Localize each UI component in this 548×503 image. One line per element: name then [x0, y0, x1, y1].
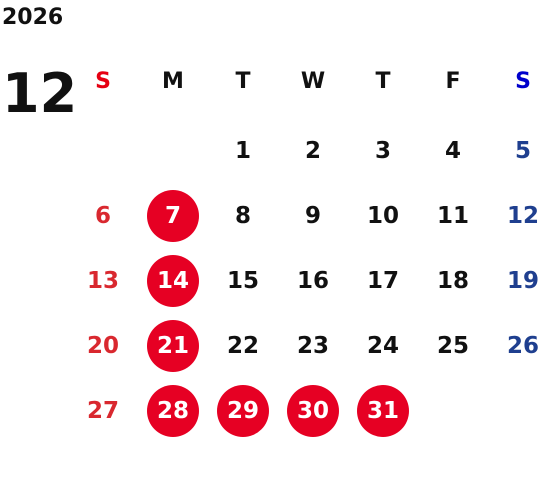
calendar-day[interactable]: 11: [436, 203, 469, 229]
calendar-day[interactable]: 15: [226, 268, 259, 294]
calendar-day[interactable]: 9: [304, 203, 321, 229]
calendar-day[interactable]: 5: [514, 138, 531, 164]
calendar-day[interactable]: 18: [436, 268, 469, 294]
calendar-day[interactable]: 19: [506, 268, 539, 294]
weekday-header-6: S: [515, 69, 531, 94]
calendar-day[interactable]: 17: [366, 268, 399, 294]
highlighted-day[interactable]: 29: [217, 385, 269, 437]
calendar-day[interactable]: 2: [304, 138, 321, 164]
highlighted-day[interactable]: 28: [147, 385, 199, 437]
calendar-day[interactable]: 12: [506, 203, 539, 229]
calendar-day[interactable]: 10: [366, 203, 399, 229]
calendar-day[interactable]: 13: [86, 268, 119, 294]
highlighted-day[interactable]: 21: [147, 320, 199, 372]
calendar-day[interactable]: 26: [506, 333, 539, 359]
year-label: 2026: [2, 5, 64, 30]
calendar-day[interactable]: 24: [366, 333, 399, 359]
highlighted-day[interactable]: 7: [147, 190, 199, 242]
weekday-header-3: W: [300, 69, 326, 94]
calendar-day[interactable]: 16: [296, 268, 329, 294]
highlighted-day[interactable]: 31: [357, 385, 409, 437]
calendar-day[interactable]: 8: [234, 203, 251, 229]
calendar-day[interactable]: 23: [296, 333, 329, 359]
highlighted-day[interactable]: 14: [147, 255, 199, 307]
month-number: 12: [2, 62, 78, 125]
calendar-day[interactable]: 20: [86, 333, 119, 359]
calendar-day[interactable]: 3: [374, 138, 391, 164]
calendar-day[interactable]: 27: [86, 398, 119, 424]
calendar-day[interactable]: 4: [444, 138, 461, 164]
weekday-header-1: M: [162, 69, 184, 94]
calendar-day[interactable]: 22: [226, 333, 259, 359]
calendar-day[interactable]: 25: [436, 333, 469, 359]
calendar-day[interactable]: 6: [94, 203, 111, 229]
weekday-header-4: T: [375, 69, 391, 94]
calendar-day[interactable]: 1: [234, 138, 251, 164]
highlighted-day[interactable]: 30: [287, 385, 339, 437]
weekday-header-2: T: [235, 69, 251, 94]
weekday-header-5: F: [445, 69, 461, 94]
weekday-header-0: S: [95, 69, 111, 94]
